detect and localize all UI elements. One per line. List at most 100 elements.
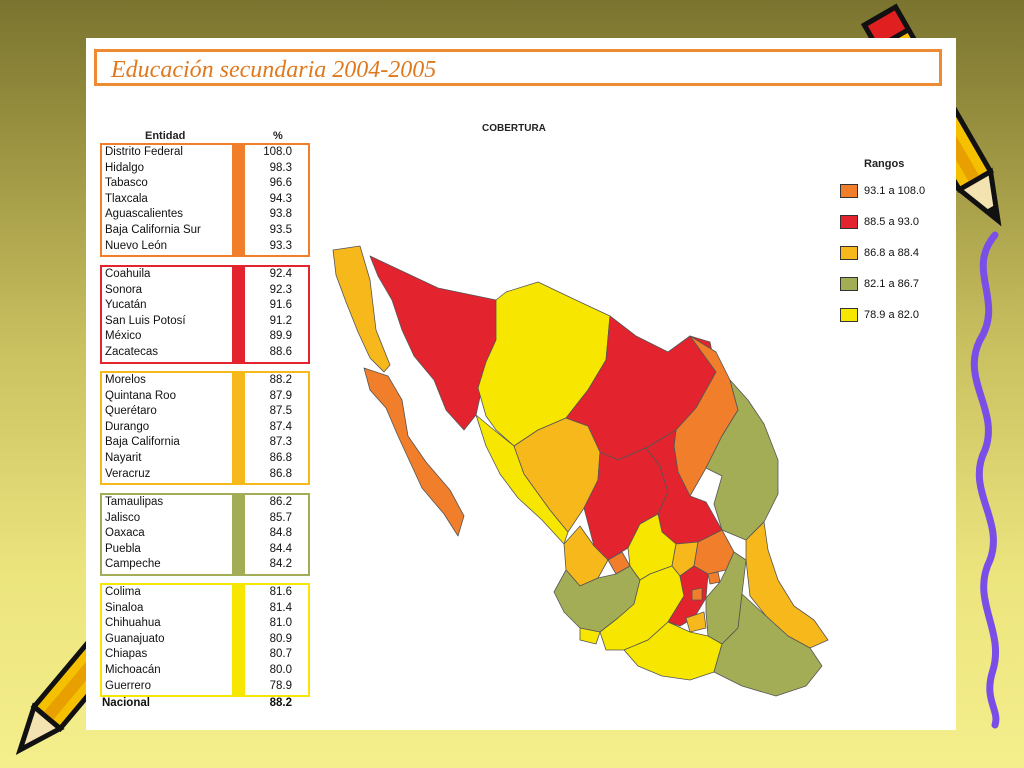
range-color-stripe (232, 373, 245, 484)
entity-name: Veracruz (105, 467, 151, 480)
legend-label: 82.1 a 86.7 (864, 278, 920, 290)
entity-name: Oaxaca (105, 527, 145, 540)
table-row: Colima 81.6 (104, 586, 310, 602)
legend-swatch (840, 246, 858, 260)
entity-percent: 87.4 (269, 420, 292, 433)
table-row: Guerrero 78.9 (104, 680, 310, 696)
entity-percent: 81.0 (269, 617, 292, 630)
entity-percent: 85.7 (269, 511, 292, 524)
entity-percent: 89.9 (269, 330, 292, 343)
title-box: Educación secundaria 2004-2005 (94, 49, 942, 86)
squiggle-line-icon (970, 231, 1000, 729)
entity-name: Campeche (105, 558, 161, 571)
entity-percent: 87.9 (269, 389, 292, 402)
entity-percent: 80.0 (269, 664, 292, 676)
entity-percent: 108.0 (263, 146, 292, 158)
entity-name: Hidalgo (105, 161, 144, 174)
state-tamaulipas (705, 379, 779, 541)
entity-percent: 91.6 (269, 299, 292, 312)
entity-name: Aguascalientes (105, 208, 183, 221)
entity-percent: 84.2 (269, 558, 292, 571)
national-label: Nacional (102, 697, 150, 709)
range-group: Distrito Federal 108.0 Hidalgo 98.3 Tabasco 9… (100, 143, 310, 258)
entity-percent: 96.6 (269, 177, 292, 190)
state-morelos (685, 611, 707, 633)
entity-name: Zacatecas (105, 346, 159, 358)
entity-percent: 88.6 (269, 346, 292, 358)
state-veracruz (745, 521, 829, 649)
state-colima (579, 627, 601, 645)
table-row: Tlaxcala 94.3 (104, 193, 310, 209)
entity-percent: 81.4 (269, 601, 292, 614)
table-row: Quintana Roo 87.9 (104, 390, 310, 406)
entity-name: Distrito Federal (105, 146, 183, 158)
entity-name: Guanajuato (105, 632, 165, 645)
table-row: Veracruz 86.8 (104, 468, 310, 484)
table-row: Querétaro 87.5 (104, 405, 310, 421)
legend-item: 86.8 a 88.4 (838, 246, 919, 262)
entity-percent: 84.8 (269, 527, 292, 540)
table-row: Puebla 84.4 (104, 543, 310, 559)
table-row: Baja California Sur 93.5 (104, 224, 310, 240)
table-row: San Luis Potosí 91.2 (104, 315, 310, 331)
entity-percent: 93.5 (269, 224, 292, 236)
state-baja-california (332, 245, 391, 373)
legend-label: 93.1 a 108.0 (864, 185, 926, 197)
entity-name: Coahuila (105, 268, 151, 280)
entity-percent: 86.8 (269, 467, 292, 480)
range-color-stripe (232, 267, 245, 362)
entity-name: Nuevo León (105, 239, 168, 252)
entity-name: Michoacán (105, 664, 161, 676)
entity-name: San Luis Potosí (105, 314, 186, 327)
range-color-stripe (232, 585, 245, 696)
national-value: 88.2 (269, 697, 292, 709)
table-row: Aguascalientes 93.8 (104, 208, 310, 224)
legend-item: 78.9 a 82.0 (838, 308, 919, 324)
entity-percent: 86.8 (269, 452, 292, 464)
entity-percent: 88.2 (269, 374, 292, 386)
column-header-percent: % (273, 130, 283, 142)
entity-name: México (105, 330, 142, 343)
national-row: Nacional 88.2 (102, 697, 308, 709)
legend-label: 86.8 a 88.4 (864, 247, 920, 259)
entity-name: Puebla (105, 542, 141, 555)
entity-name: Tabasco (105, 177, 148, 190)
entity-percent: 80.9 (269, 632, 292, 645)
entity-percent: 94.3 (269, 192, 292, 205)
entity-name: Baja California Sur (105, 224, 201, 236)
legend-item: 82.1 a 86.7 (838, 277, 919, 293)
entity-name: Morelos (105, 374, 146, 386)
entity-percent: 84.4 (269, 542, 292, 555)
range-color-stripe (232, 145, 245, 256)
legend-label: 78.9 a 82.0 (864, 309, 920, 321)
table-row: Chihuahua 81.0 (104, 617, 310, 633)
table-row: Chiapas 80.7 (104, 648, 310, 664)
legend-swatch (840, 277, 858, 291)
entity-name: Chiapas (105, 648, 148, 661)
entity-name: Tamaulipas (105, 496, 164, 508)
entity-name: Jalisco (105, 511, 141, 524)
table-row: Michoacán 80.0 (104, 664, 310, 680)
range-group: Colima 81.6 Sinaloa 81.4 Chihuahua 81.0 Guanaj… (100, 583, 310, 698)
map-legend: Rangos 93.1 a 108.0 88.5 a 93.0 86.8 a 88.… (838, 158, 925, 339)
legend-swatch (840, 308, 858, 322)
entity-percent: 80.7 (269, 648, 292, 661)
entity-name: Guerrero (105, 679, 152, 692)
table-row: Sonora 92.3 (104, 284, 310, 300)
entity-name: Colima (105, 586, 141, 598)
table-row: Zacatecas 88.6 (104, 346, 310, 362)
table-row: Nayarit 86.8 (104, 452, 310, 468)
entity-name: Querétaro (105, 405, 157, 418)
table-row: Tamaulipas 86.2 (104, 496, 310, 512)
entity-percent: 81.6 (269, 586, 292, 598)
entity-percent: 87.5 (269, 405, 292, 418)
table-row: Distrito Federal 108.0 (104, 146, 310, 162)
range-color-stripe (232, 495, 245, 574)
column-header-entity: Entidad (145, 130, 186, 142)
state-tlaxcala (707, 571, 721, 585)
legend-title: Rangos (864, 158, 905, 170)
table-row: Coahuila 92.4 (104, 268, 310, 284)
entity-percent: 91.2 (269, 314, 292, 327)
table-row: Campeche 84.2 (104, 558, 310, 574)
slide: Educación secundaria 2004-2005 Entidad %… (86, 38, 956, 730)
